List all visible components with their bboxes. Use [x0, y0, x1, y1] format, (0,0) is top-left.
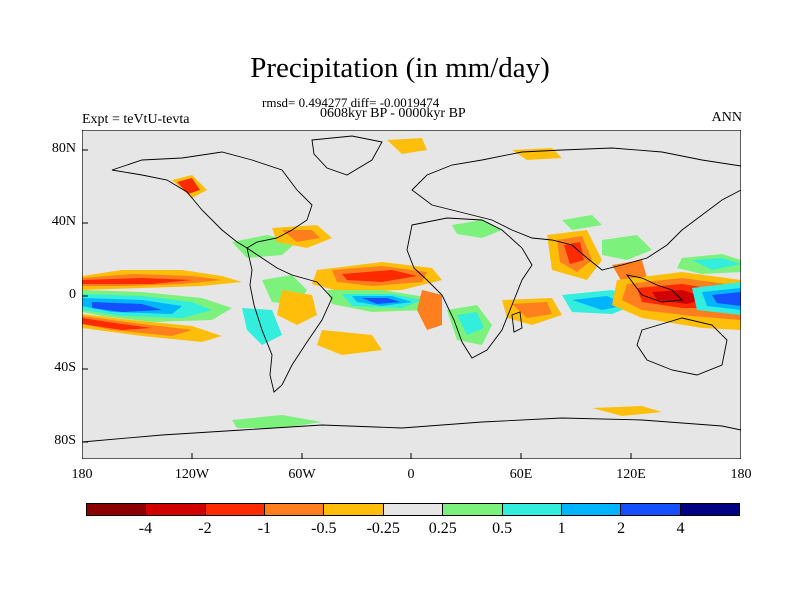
coastlines	[82, 135, 741, 443]
time-period-label: 0608kyr BP - 0000kyr BP	[320, 106, 466, 121]
colorbar-label: 0.25	[428, 520, 457, 537]
experiment-label: Expt = teVtU-tevta	[82, 112, 190, 127]
colorbar	[86, 503, 740, 516]
colorbar-label: 0.5	[492, 520, 513, 537]
colorbar-label: -0.25	[366, 520, 400, 537]
colorbar-swatch	[561, 504, 622, 515]
y-tick-80s: 80S	[54, 433, 76, 448]
colorbar-swatch	[502, 504, 562, 515]
x-tick-0: 0	[407, 467, 415, 482]
x-tick-60w: 60W	[288, 467, 316, 482]
y-tick-80n: 80N	[51, 141, 76, 156]
colorbar-label: -2	[198, 520, 212, 537]
y-tick-40n: 40N	[51, 214, 76, 229]
colorbar-label: -0.5	[311, 520, 337, 537]
colorbar-label: 2	[617, 520, 626, 537]
map-title: Precipitation (in mm/day)	[250, 52, 550, 84]
colorbar-swatch	[324, 504, 384, 515]
y-tick-0: 0	[69, 287, 76, 302]
colorbar-swatch	[621, 504, 681, 515]
x-tick-120e: 120E	[616, 467, 646, 482]
x-tick-180e: 180	[730, 467, 752, 482]
rmsd-diff-stats: rmsd= 0.494277 diff= -0.0019474	[262, 95, 440, 110]
colorbar-swatch	[87, 504, 147, 515]
colorbar-swatch	[146, 504, 206, 515]
anomaly-fields	[82, 138, 741, 428]
colorbar-label: -1	[257, 520, 272, 537]
colorbar-label: -4	[138, 520, 153, 537]
colorbar-swatch	[680, 504, 739, 515]
colorbar-swatch	[265, 504, 325, 515]
colorbar-label: 1	[557, 520, 566, 537]
colorbar-label: 4	[676, 520, 685, 537]
season-label: ANN	[711, 110, 742, 125]
x-tick-180w: 180	[71, 467, 93, 482]
y-tick-40s: 40S	[54, 360, 76, 375]
x-tick-60e: 60E	[509, 467, 533, 482]
precipitation-map	[82, 130, 741, 459]
colorbar-swatch	[383, 504, 444, 515]
x-tick-120w: 120W	[174, 467, 210, 482]
colorbar-swatch	[205, 504, 266, 515]
colorbar-swatch	[443, 504, 503, 515]
